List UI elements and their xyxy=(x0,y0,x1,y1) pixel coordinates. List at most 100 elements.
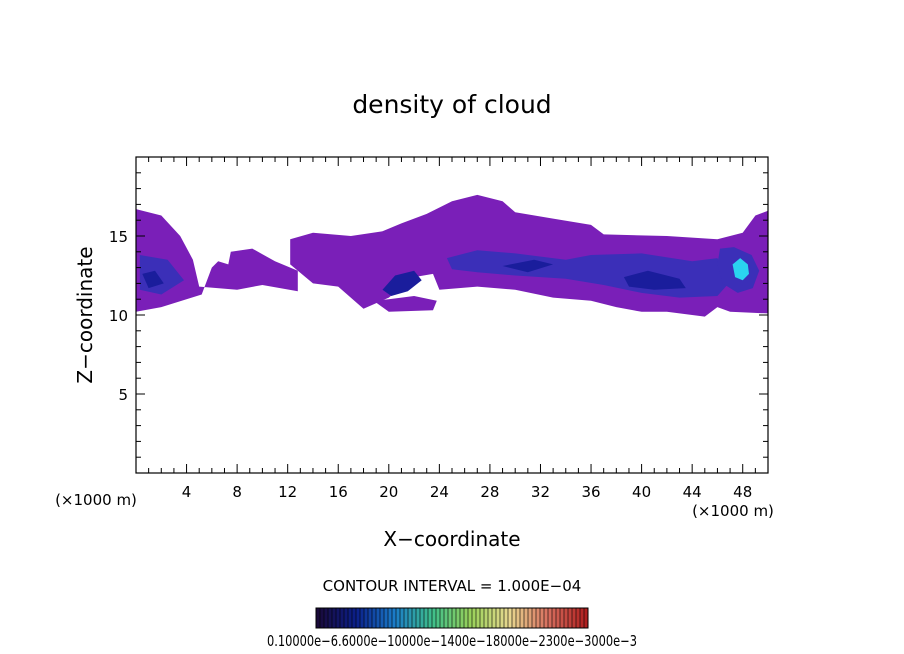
colorbar-cell xyxy=(532,608,536,628)
colorbar-cell xyxy=(568,608,572,628)
colorbar-cell xyxy=(336,608,340,628)
colorbar-cell xyxy=(584,608,588,628)
y-tick-label: 10 xyxy=(109,307,128,325)
colorbar-cell xyxy=(348,608,352,628)
x-tick-label: 16 xyxy=(329,483,348,501)
cloud-region-dark xyxy=(623,270,686,290)
colorbar-cell xyxy=(512,608,516,628)
colorbar-cell xyxy=(380,608,384,628)
colorbar-cell xyxy=(500,608,504,628)
colorbar-cell xyxy=(420,608,424,628)
colorbar-cell xyxy=(496,608,500,628)
colorbar-cell xyxy=(524,608,528,628)
colorbar-cell xyxy=(536,608,540,628)
colorbar-cell xyxy=(320,608,324,628)
colorbar-cell xyxy=(544,608,548,628)
colorbar-cell xyxy=(452,608,456,628)
cloud-region-base xyxy=(136,209,298,312)
colorbar-cell xyxy=(488,608,492,628)
colorbar-cell xyxy=(492,608,496,628)
colorbar-cell xyxy=(508,608,512,628)
cloud-region-core xyxy=(732,258,749,281)
colorbar-cell xyxy=(396,608,400,628)
colorbar-cell xyxy=(440,608,444,628)
cloud-field xyxy=(136,194,768,317)
colorbar-cell xyxy=(372,608,376,628)
x-unit-label-right: (×1000 m) xyxy=(692,502,774,520)
x-tick-label: 40 xyxy=(632,483,651,501)
colorbar-cell xyxy=(332,608,336,628)
y-tick-label: 5 xyxy=(118,386,128,404)
colorbar-cell xyxy=(328,608,332,628)
colorbar-cell xyxy=(572,608,576,628)
colorbar-cell xyxy=(504,608,508,628)
colorbar-cell xyxy=(424,608,428,628)
colorbar-cell xyxy=(448,608,452,628)
cloud-region-dark xyxy=(142,270,164,289)
colorbar-cell xyxy=(416,608,420,628)
colorbar-cell xyxy=(388,608,392,628)
cloud-region-dark xyxy=(382,270,422,296)
colorbar xyxy=(315,608,588,628)
cloud-region-base xyxy=(373,296,437,312)
colorbar-cell xyxy=(352,608,356,628)
colorbar-cell xyxy=(480,608,484,628)
colorbar-cell xyxy=(316,608,320,628)
x-unit-label-left: (×1000 m) xyxy=(55,491,137,509)
colorbar-cell xyxy=(428,608,432,628)
contour-interval-label: CONTOUR INTERVAL = 1.000E−04 xyxy=(323,577,582,595)
colorbar-cell xyxy=(580,608,584,628)
colorbar-cell xyxy=(460,608,464,628)
colorbar-cell xyxy=(360,608,364,628)
x-tick-label: 24 xyxy=(430,483,449,501)
colorbar-frame xyxy=(315,607,589,629)
colorbar-cell xyxy=(520,608,524,628)
chart-title: density of cloud xyxy=(352,90,551,119)
x-tick-label: 36 xyxy=(581,483,600,501)
colorbar-cell xyxy=(376,608,380,628)
y-axis-label: Z−coordinate xyxy=(73,246,97,383)
colorbar-cell xyxy=(400,608,404,628)
colorbar-cell xyxy=(408,608,412,628)
colorbar-cell xyxy=(432,608,436,628)
x-tick-label: 12 xyxy=(278,483,297,501)
colorbar-cell xyxy=(552,608,556,628)
x-axis-ticks: 4 8 12 16 20 24 28 32 36 40 44 48 xyxy=(148,157,756,501)
colorbar-cell xyxy=(356,608,360,628)
x-tick-label: 32 xyxy=(531,483,550,501)
colorbar-cell xyxy=(484,608,488,628)
x-tick-label: 4 xyxy=(182,483,192,501)
colorbar-cell xyxy=(576,608,580,628)
colorbar-cell xyxy=(516,608,520,628)
colorbar-cell xyxy=(340,608,344,628)
colorbar-cell xyxy=(392,608,396,628)
colorbar-cell xyxy=(384,608,388,628)
colorbar-cell xyxy=(344,608,348,628)
x-axis-label: X−coordinate xyxy=(383,527,520,551)
colorbar-cell xyxy=(476,608,480,628)
x-tick-label: 20 xyxy=(379,483,398,501)
colorbar-cell xyxy=(444,608,448,628)
colorbar-cell xyxy=(548,608,552,628)
colorbar-cell xyxy=(456,608,460,628)
x-tick-label: 44 xyxy=(683,483,702,501)
x-tick-label: 28 xyxy=(480,483,499,501)
cloud-region-dark xyxy=(502,259,554,273)
y-axis-ticks: 5 10 15 xyxy=(109,172,768,458)
colorbar-labels: 0.10000e−6.6000e−10000e−1400e−18000e−230… xyxy=(267,632,637,650)
colorbar-cell xyxy=(464,608,468,628)
colorbar-cell xyxy=(404,608,408,628)
colorbar-cell xyxy=(556,608,560,628)
y-tick-label: 15 xyxy=(109,228,128,246)
colorbar-cell xyxy=(368,608,372,628)
colorbar-cell xyxy=(560,608,564,628)
colorbar-cell xyxy=(364,608,368,628)
colorbar-cell xyxy=(468,608,472,628)
x-tick-label: 8 xyxy=(232,483,242,501)
colorbar-cell xyxy=(324,608,328,628)
colorbar-cell xyxy=(540,608,544,628)
colorbar-cell xyxy=(472,608,476,628)
colorbar-cell xyxy=(528,608,532,628)
colorbar-cell xyxy=(564,608,568,628)
